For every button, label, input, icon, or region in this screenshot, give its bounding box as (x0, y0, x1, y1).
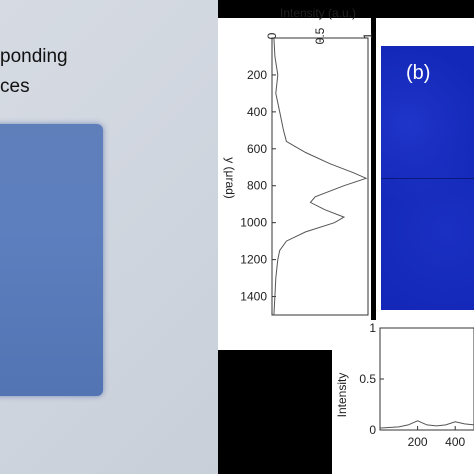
profile-x-tick-label: 0.5 (313, 27, 327, 44)
black-strip-right (371, 18, 376, 320)
profile-chart: Intensity (a.u.) y (μrad) 0 0.5 1200400600… (218, 6, 375, 350)
photo-panel: ponding ces (0, 0, 218, 474)
bottom-ticks: 0 0.5 1 200 400 (359, 321, 465, 449)
black-bar-top (218, 0, 474, 18)
bottom-y-label: Intensity (335, 373, 349, 418)
profile-y-tick-label: 800 (247, 179, 267, 193)
profile-y-label: y (μrad) (223, 157, 237, 199)
image-guide-line (381, 178, 474, 179)
blue-patch (0, 124, 103, 396)
profile-y-tick-label: 400 (247, 105, 267, 119)
profile-plot-frame (271, 37, 369, 316)
bottom-chart-background (332, 322, 474, 474)
bottom-x-tick-label: 400 (445, 435, 465, 449)
profile-y-tick-label: 600 (247, 142, 267, 156)
bottom-y-tick-label: 0 (369, 423, 376, 437)
bottom-y-tick-label: 1 (369, 321, 376, 335)
profile-y-tick-label: 200 (247, 68, 267, 82)
panel-label: (b) (406, 62, 431, 84)
bottom-series-line (379, 420, 474, 429)
photo-caption: ponding ces (0, 46, 68, 97)
profile-chart-background (218, 18, 371, 350)
bottom-plot-frame (379, 327, 474, 431)
profile-y-tick-label: 1200 (240, 253, 267, 267)
black-block-bottom (232, 350, 332, 474)
bottom-y-tick-label: 0.5 (359, 372, 376, 386)
bottom-chart: Intensity 0 0.5 1 200 400 (332, 321, 474, 474)
profile-y-tick-label: 1000 (240, 216, 267, 230)
bottom-x-tick-label: 200 (408, 435, 428, 449)
black-strip-bottom-left (218, 350, 232, 474)
profile-series-line (273, 37, 368, 316)
profile-y-tick-label: 1400 (240, 290, 267, 304)
profile-x-tick-label: 0 (265, 32, 279, 39)
